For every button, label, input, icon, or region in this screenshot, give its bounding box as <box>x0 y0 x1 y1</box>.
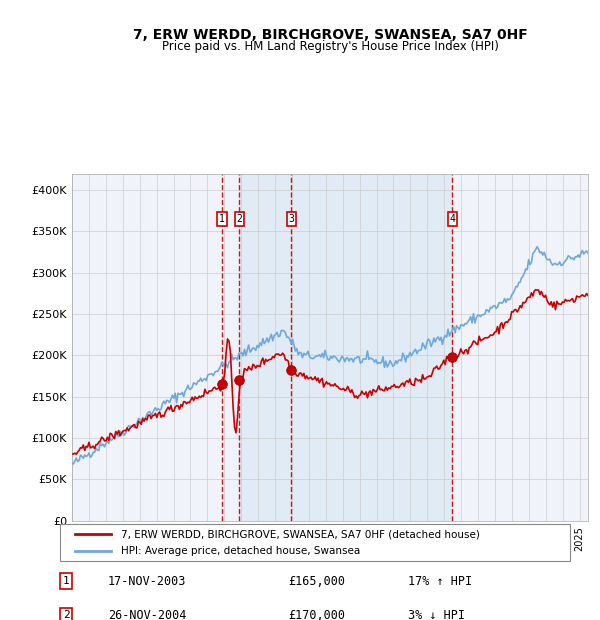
Text: 7, ERW WERDD, BIRCHGROVE, SWANSEA, SA7 0HF (detached house): 7, ERW WERDD, BIRCHGROVE, SWANSEA, SA7 0… <box>121 529 480 539</box>
Text: 2: 2 <box>236 214 242 224</box>
Text: £170,000: £170,000 <box>288 609 345 620</box>
Text: HPI: Average price, detached house, Swansea: HPI: Average price, detached house, Swan… <box>121 546 361 556</box>
Text: £165,000: £165,000 <box>288 575 345 588</box>
Text: Price paid vs. HM Land Registry's House Price Index (HPI): Price paid vs. HM Land Registry's House … <box>161 40 499 53</box>
Text: 2: 2 <box>62 610 70 620</box>
Text: 1: 1 <box>219 214 225 224</box>
Text: 17-NOV-2003: 17-NOV-2003 <box>108 575 187 588</box>
Text: 3% ↓ HPI: 3% ↓ HPI <box>408 609 465 620</box>
Bar <box>239 174 452 521</box>
Text: 3: 3 <box>289 214 295 224</box>
FancyBboxPatch shape <box>60 524 570 561</box>
Text: 4: 4 <box>449 214 455 224</box>
Text: 26-NOV-2004: 26-NOV-2004 <box>108 609 187 620</box>
Text: 7, ERW WERDD, BIRCHGROVE, SWANSEA, SA7 0HF: 7, ERW WERDD, BIRCHGROVE, SWANSEA, SA7 0… <box>133 28 527 42</box>
Text: 1: 1 <box>62 576 70 587</box>
Text: 17% ↑ HPI: 17% ↑ HPI <box>408 575 472 588</box>
